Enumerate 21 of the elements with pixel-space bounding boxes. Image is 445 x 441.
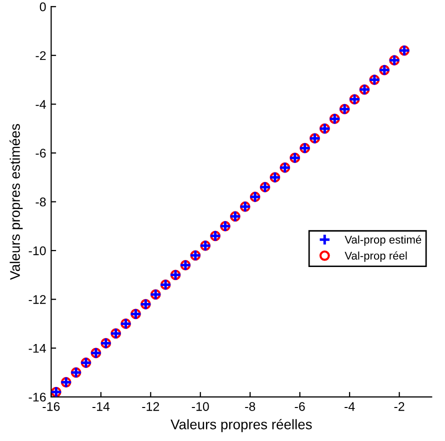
y-tick-label: -14	[28, 344, 46, 353]
x-tick-label: -10	[192, 402, 209, 411]
x-tick-label: -4	[344, 402, 355, 411]
y-tick-label: -2	[36, 51, 46, 60]
y-tick-label: -6	[36, 148, 46, 158]
x-tick-label: -16	[42, 402, 60, 411]
x-tick-label: -8	[245, 402, 256, 411]
y-tick-label: -12	[28, 295, 46, 304]
x-tick-label: -12	[142, 402, 160, 411]
legend-label: Val-prop estimé	[344, 235, 422, 246]
x-tick-label: -6	[294, 402, 305, 411]
y-tick-label: -10	[28, 246, 46, 256]
y-tick-label: 0	[40, 2, 46, 12]
legend-label: Val-prop réel	[344, 251, 407, 262]
y-tick-label: -8	[36, 198, 46, 206]
y-axis-title: Valeurs propres estimées	[10, 124, 23, 280]
y-tick-label: -16	[28, 392, 46, 402]
x-axis-title: Valeurs propres réelles	[170, 418, 312, 432]
x-tick-label: -2	[394, 402, 404, 411]
x-tick-label: -14	[92, 402, 110, 411]
y-tick-label: -4	[36, 100, 46, 109]
